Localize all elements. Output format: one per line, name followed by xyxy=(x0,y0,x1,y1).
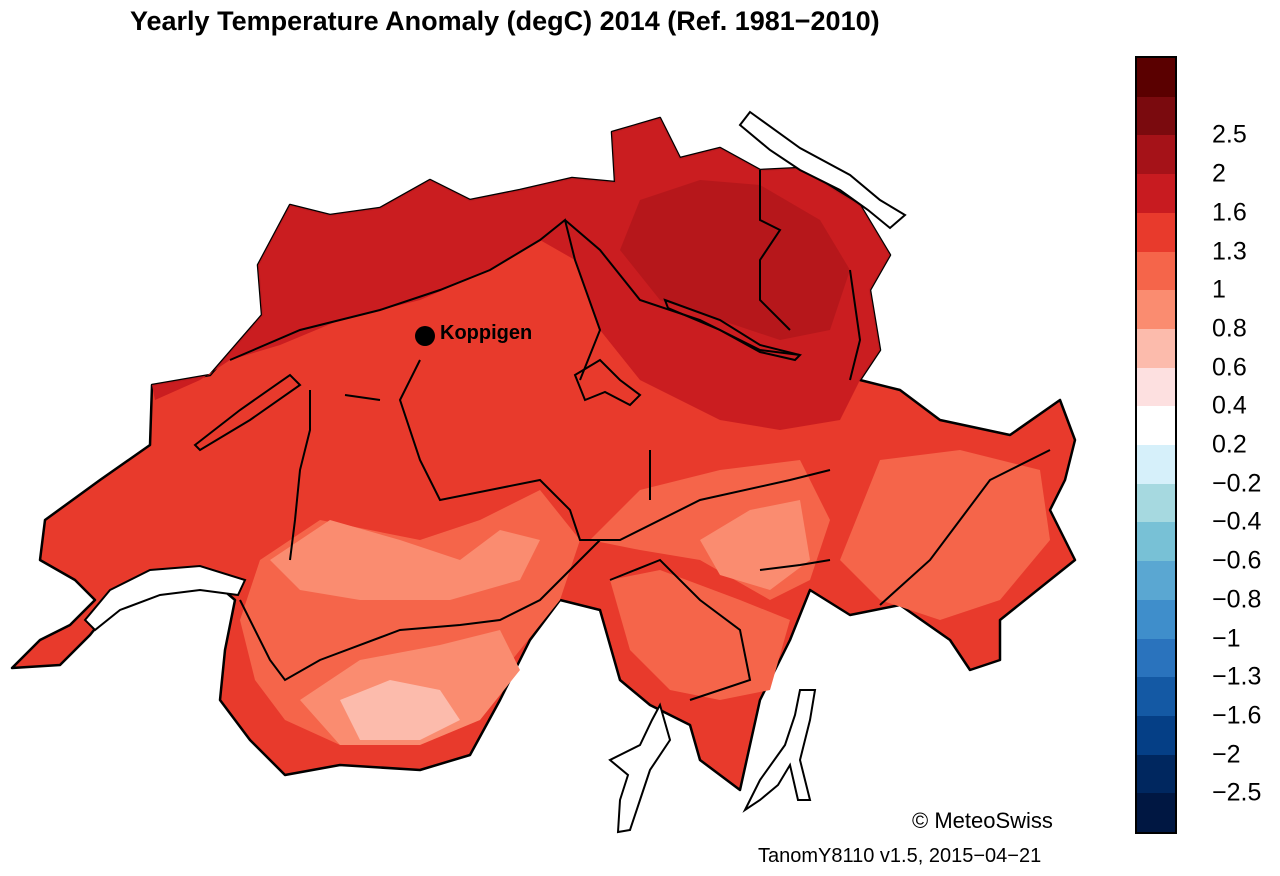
legend-color-cell xyxy=(1137,328,1175,368)
legend-label: 1.6 xyxy=(1212,198,1247,227)
legend-label: 2 xyxy=(1212,159,1226,188)
legend-color-cell xyxy=(1137,406,1175,446)
legend-label: 0.6 xyxy=(1212,353,1247,382)
legend-color-cell xyxy=(1137,522,1175,562)
valais-coolest-patch xyxy=(340,680,460,740)
legend-color-cell xyxy=(1137,58,1175,97)
legend-label: 1 xyxy=(1212,275,1226,304)
legend-label: −0.2 xyxy=(1212,469,1262,498)
legend-label: 2.5 xyxy=(1212,120,1247,149)
legend-color-cell xyxy=(1137,677,1175,716)
legend-color-cell xyxy=(1137,715,1175,755)
legend-label: −1 xyxy=(1212,624,1241,652)
canton-boundaries xyxy=(229,170,1051,701)
legend-label: −0.4 xyxy=(1212,507,1262,536)
legend-label: 1.3 xyxy=(1212,237,1247,265)
legend-color-cell xyxy=(1137,638,1175,678)
lake-como xyxy=(742,689,817,813)
koppigen-label: Koppigen xyxy=(440,322,533,344)
legend-label: 0.4 xyxy=(1212,391,1247,420)
legend-color-cell xyxy=(1137,599,1175,639)
legend-color-cell xyxy=(1137,135,1175,175)
legend-color-cell xyxy=(1137,367,1175,407)
legend-color-cell xyxy=(1137,251,1175,291)
legend-label: −1.6 xyxy=(1212,701,1262,730)
koppigen-marker xyxy=(415,326,435,346)
legend-color-cell xyxy=(1137,96,1175,136)
legend-label: −2 xyxy=(1212,740,1241,769)
alpine-zone-east xyxy=(840,450,1050,620)
legend-color-cell xyxy=(1137,561,1175,600)
copyright-text: © MeteoSwiss xyxy=(912,808,1053,833)
bernese-alps-patch xyxy=(270,520,540,600)
legend-label: −0.8 xyxy=(1212,585,1262,614)
ticino-zone xyxy=(610,570,790,700)
legend-label: 0.8 xyxy=(1212,314,1247,343)
legend-color-cell xyxy=(1137,483,1175,523)
legend-color-cell xyxy=(1137,212,1175,252)
map-title: Yearly Temperature Anomaly (degC) 2014 (… xyxy=(130,6,880,36)
legend-label: −2.5 xyxy=(1212,778,1262,807)
legend-color-cell xyxy=(1137,174,1175,213)
northeast-hot-core xyxy=(620,180,850,340)
legend-color-cell xyxy=(1137,445,1175,484)
legend-label: −1.3 xyxy=(1212,662,1262,691)
legend-label: 0.2 xyxy=(1212,430,1247,459)
legend-label: −0.6 xyxy=(1212,546,1262,575)
lake-maggiore xyxy=(608,702,672,834)
legend-color-cell xyxy=(1137,754,1175,794)
lake-neuchatel xyxy=(193,373,302,452)
lake-lucerne xyxy=(573,358,642,407)
lake-constance xyxy=(738,110,907,230)
legend-color-cell xyxy=(1137,290,1175,329)
lake-geneva xyxy=(83,564,247,632)
color-legend xyxy=(1135,56,1177,834)
legend-color-cell xyxy=(1137,793,1175,833)
version-text: TanomY8110 v1.5, 2015−04−21 xyxy=(758,845,1042,867)
